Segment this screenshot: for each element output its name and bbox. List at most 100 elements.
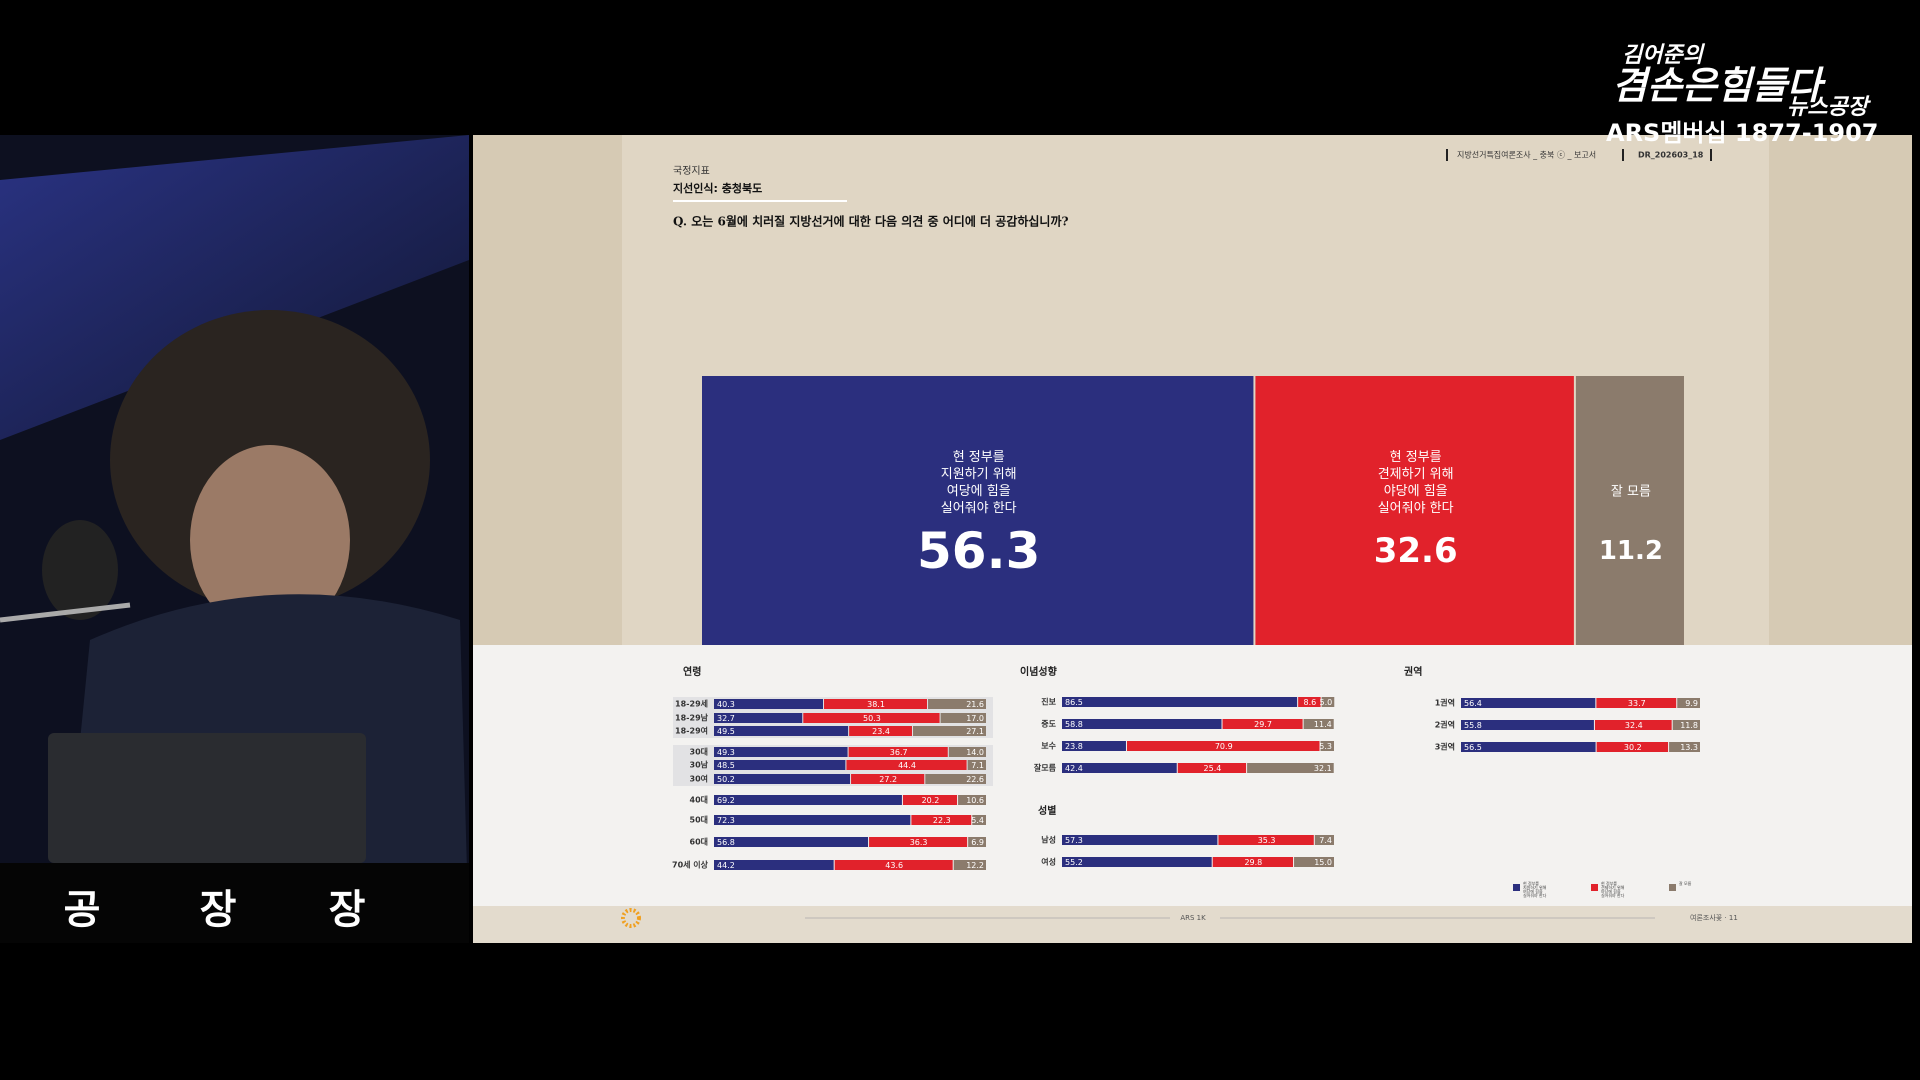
bar-segment xyxy=(1303,719,1334,729)
microphone xyxy=(42,520,118,620)
bar-segment xyxy=(1461,742,1596,752)
bar-segment xyxy=(1320,741,1334,751)
category-label: 2권역 xyxy=(1435,720,1455,730)
segment-value: 11.2 xyxy=(1598,536,1663,566)
legend-swatch xyxy=(1591,884,1598,891)
bar-segment xyxy=(1596,698,1677,708)
bar-segment xyxy=(1461,698,1596,708)
bar-segment xyxy=(1222,719,1303,729)
data-label: 32.4 xyxy=(1625,721,1643,730)
data-label: 36.7 xyxy=(890,748,908,757)
segment-name: 잘 모름 xyxy=(1610,484,1651,500)
category-label: 30남 xyxy=(690,760,709,770)
question: Q. 오는 6월에 치러질 지방선거에 대한 다음 의견 중 어디에 더 공감하… xyxy=(673,214,1069,229)
data-label: 22.3 xyxy=(933,816,951,825)
bar-segment xyxy=(714,713,803,723)
meta: 지방선거특집여론조사 _ 충북 ⓒ _ 보고서 xyxy=(1457,150,1596,160)
bar-segment xyxy=(928,699,986,709)
logo-line: ARS멤버십 1877-1907 xyxy=(1606,119,1879,147)
segment-name: 현 정부를 견제하기 위해 야당에 힘을 실어줘야 한다 xyxy=(1377,450,1454,516)
bar-segment xyxy=(940,713,986,723)
slide-subtitle: 지선인식: 충청북도 xyxy=(673,181,762,195)
data-label: 38.1 xyxy=(867,700,885,709)
bar-segment xyxy=(911,815,972,825)
bar-segment xyxy=(1461,720,1594,730)
category-label: 18-29여 xyxy=(675,726,708,736)
bar-segment xyxy=(714,860,834,870)
backdrop-band xyxy=(0,135,469,440)
data-label: 9.9 xyxy=(1685,699,1698,708)
data-label: 12.2 xyxy=(966,861,984,870)
bar-segment xyxy=(1218,835,1314,845)
bar-segment xyxy=(948,747,986,757)
category-label: 40대 xyxy=(690,795,709,805)
category-label: 30여 xyxy=(690,774,709,784)
data-label: 8.6 xyxy=(1304,698,1317,707)
logo-line: 겸손은힘들다 xyxy=(1612,64,1827,108)
logo-icon xyxy=(621,908,641,928)
data-label: 56.5 xyxy=(1464,743,1482,752)
bar-segment xyxy=(972,815,986,825)
data-label: 27.2 xyxy=(879,775,897,784)
data-label: 40.3 xyxy=(717,700,735,709)
bar-segment xyxy=(869,837,968,847)
desk-text: 장 xyxy=(329,887,366,933)
bar-segment xyxy=(1672,720,1700,730)
bar-segment xyxy=(1298,697,1321,707)
data-label: 23.8 xyxy=(1065,742,1083,751)
data-label: 56.4 xyxy=(1464,699,1482,708)
data-label: 44.2 xyxy=(717,861,735,870)
legend-swatch xyxy=(1513,884,1520,891)
category-label: 60대 xyxy=(690,837,709,847)
bar-segment xyxy=(714,760,846,770)
data-label: 49.5 xyxy=(717,727,735,736)
data-label: 6.9 xyxy=(971,838,984,847)
data-label: 29.8 xyxy=(1244,858,1262,867)
data-label: 29.7 xyxy=(1254,720,1272,729)
chart-title: 권역 xyxy=(1404,665,1422,678)
bar-segment xyxy=(803,713,940,723)
data-label: 32.7 xyxy=(717,714,735,723)
category-label: 18-29세 xyxy=(675,699,708,709)
legend-label: 현 정부를 견제하기 위해 야당에 힘을 실어줘야 한다 xyxy=(1601,881,1625,898)
chart-title: 성별 xyxy=(1038,804,1056,817)
category-label: 진보 xyxy=(1041,697,1056,707)
data-label: 14.0 xyxy=(966,748,984,757)
data-label: 48.5 xyxy=(717,761,735,770)
data-label: 56.8 xyxy=(717,838,735,847)
slide-footer xyxy=(473,906,1912,943)
bar-segment xyxy=(967,760,986,770)
legend-label: 잘 모름 xyxy=(1679,881,1692,886)
category-label: 잘모름 xyxy=(1034,763,1057,773)
data-label: 10.6 xyxy=(966,796,984,805)
category-label: 남성 xyxy=(1041,835,1056,845)
bar-segment xyxy=(1062,763,1177,773)
bar-segment xyxy=(1677,698,1700,708)
laptop xyxy=(48,733,366,863)
bar-segment xyxy=(902,795,958,805)
segment-value: 32.6 xyxy=(1373,531,1458,571)
bar-segment xyxy=(1212,857,1294,867)
data-label: 5.4 xyxy=(971,816,984,825)
category-label: 1권역 xyxy=(1435,698,1455,708)
chart-title: 이념성향 xyxy=(1020,665,1058,678)
category-label: 30대 xyxy=(690,747,709,757)
data-label: 21.6 xyxy=(966,700,984,709)
data-label: 57.3 xyxy=(1065,836,1083,845)
main-bar-segment xyxy=(1255,376,1574,645)
bar-segment xyxy=(953,860,986,870)
bar-segment xyxy=(925,774,986,784)
logo-line: 뉴스공장 xyxy=(1787,95,1872,120)
category-label: 50대 xyxy=(690,815,709,825)
category-label: 중도 xyxy=(1041,720,1056,729)
chart-title: 연령 xyxy=(683,665,701,678)
bar-segment xyxy=(714,726,849,736)
bar-segment xyxy=(714,774,851,784)
footer-right: 여론조사꽃 · 11 xyxy=(1690,913,1738,922)
presenter-face xyxy=(190,445,350,635)
data-label: 5.3 xyxy=(1319,742,1332,751)
bar-segment xyxy=(714,699,824,709)
bar-segment xyxy=(714,837,869,847)
legend-swatch xyxy=(1669,884,1676,891)
